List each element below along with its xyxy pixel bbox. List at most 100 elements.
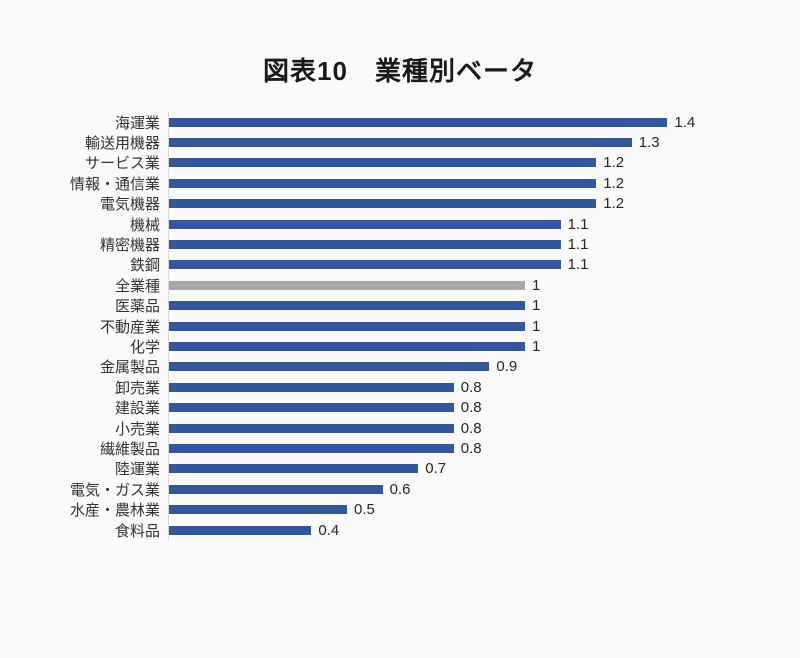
chart-row: 小売業 0.8 bbox=[0, 417, 800, 439]
chart-row: 金属製品 0.9 bbox=[0, 356, 800, 378]
bar-highlight bbox=[169, 280, 525, 290]
chart-row: 全業種 1 bbox=[0, 275, 800, 296]
category-label: 小売業 bbox=[114, 420, 160, 438]
value-label: 1.1 bbox=[567, 215, 589, 233]
bar-area: 0.7 bbox=[168, 458, 800, 480]
value-label: 1.4 bbox=[674, 113, 696, 131]
bar bbox=[169, 158, 597, 168]
bar bbox=[169, 362, 490, 372]
chart-row: 情報・通信業 1.2 bbox=[0, 173, 800, 194]
value-label: 0.8 bbox=[460, 378, 482, 396]
chart-row: 水産・農林業 0.5 bbox=[0, 499, 800, 520]
value-label: 1 bbox=[532, 297, 541, 315]
chart-row: 化学 1 bbox=[0, 336, 800, 357]
category-label: 化学 bbox=[129, 339, 160, 356]
category-label: 情報・通信業 bbox=[69, 175, 160, 193]
bar bbox=[169, 464, 419, 474]
category-label: 電気機器 bbox=[99, 196, 160, 214]
value-label: 1.2 bbox=[603, 195, 625, 213]
chart-row: 食料品 0.4 bbox=[0, 519, 800, 541]
value-label: 0.8 bbox=[460, 439, 482, 457]
bar-area: 0.8 bbox=[168, 397, 800, 418]
value-label: 1.2 bbox=[603, 174, 625, 192]
chart-row: 鉄鋼 1.1 bbox=[0, 254, 800, 276]
category-label: 海運業 bbox=[114, 114, 160, 132]
value-label: 1.3 bbox=[638, 134, 660, 152]
bar-area: 0.8 bbox=[168, 417, 800, 439]
chart-row: 建設業 0.8 bbox=[0, 397, 800, 418]
bar-area: 1 bbox=[168, 315, 800, 337]
bar bbox=[169, 219, 561, 229]
category-label: 全業種 bbox=[114, 277, 160, 295]
value-label: 0.6 bbox=[389, 480, 411, 498]
value-label: 0.8 bbox=[460, 399, 482, 417]
category-label: 機械 bbox=[129, 216, 160, 234]
bar bbox=[169, 484, 383, 494]
bar bbox=[169, 138, 632, 148]
value-label: 1 bbox=[532, 317, 541, 335]
category-label: 卸売業 bbox=[114, 379, 160, 397]
chart-row: 機械 1.1 bbox=[0, 213, 800, 235]
chart-row: 輸送用機器 1.3 bbox=[0, 132, 800, 153]
category-label: 医薬品 bbox=[114, 298, 160, 316]
bar-area: 1.2 bbox=[168, 152, 800, 174]
bar-area: 1.2 bbox=[168, 193, 800, 214]
value-label: 0.5 bbox=[354, 501, 375, 519]
category-label: 金属製品 bbox=[99, 359, 160, 377]
chart-row: 不動産業 1 bbox=[0, 315, 800, 337]
value-label: 1.1 bbox=[567, 256, 589, 274]
category-label: 水産・農林業 bbox=[69, 502, 160, 520]
bar-area: 1 bbox=[168, 336, 800, 357]
category-label: 不動産業 bbox=[99, 318, 160, 336]
bar-chart: 海運業 1.4 輸送用機器 1.3 サービス業 1.2 情報・通信業 1.2 電気機器 1.2 機械… bbox=[0, 112, 800, 541]
chart-row: 海運業 1.4 bbox=[0, 112, 800, 133]
category-label: 鉄鋼 bbox=[129, 257, 160, 275]
bar-area: 1 bbox=[168, 275, 800, 296]
chart-row: サービス業 1.2 bbox=[0, 152, 800, 174]
bar bbox=[169, 321, 525, 331]
chart-row: 陸運業 0.7 bbox=[0, 458, 800, 480]
chart-row: 電気機器 1.2 bbox=[0, 193, 800, 214]
bar bbox=[169, 178, 597, 188]
bar bbox=[169, 443, 454, 453]
bar-area: 0.9 bbox=[168, 356, 800, 378]
bar-area: 1.1 bbox=[168, 213, 800, 235]
value-label: 0.7 bbox=[425, 460, 447, 478]
bar bbox=[169, 341, 525, 351]
bar bbox=[169, 199, 597, 209]
bar bbox=[169, 301, 525, 311]
value-label: 1 bbox=[532, 276, 541, 294]
chart-row: 卸売業 0.8 bbox=[0, 377, 800, 398]
chart-row: 繊維製品 0.8 bbox=[0, 438, 800, 459]
bar bbox=[169, 525, 312, 535]
value-label: 0.8 bbox=[460, 419, 482, 437]
bar bbox=[169, 382, 454, 392]
category-label: サービス業 bbox=[84, 155, 160, 173]
bar bbox=[169, 240, 561, 250]
bar-area: 1.3 bbox=[168, 132, 800, 153]
value-label: 1.1 bbox=[567, 236, 589, 254]
bar-area: 0.5 bbox=[168, 499, 800, 520]
chart-row: 電気・ガス業 0.6 bbox=[0, 479, 800, 500]
bar-area: 1.2 bbox=[168, 173, 800, 194]
value-label: 1 bbox=[532, 337, 541, 355]
category-label: 繊維製品 bbox=[99, 440, 160, 458]
category-label: 陸運業 bbox=[114, 461, 160, 479]
bar-area: 1.1 bbox=[168, 254, 800, 276]
chart-row: 医薬品 1 bbox=[0, 295, 800, 316]
category-label: 精密機器 bbox=[99, 237, 160, 255]
bar bbox=[169, 505, 347, 515]
category-label: 食料品 bbox=[114, 522, 160, 540]
bar-area: 0.6 bbox=[168, 479, 800, 500]
bar bbox=[169, 260, 561, 270]
bar-area: 1.4 bbox=[168, 112, 800, 133]
bar bbox=[169, 117, 668, 127]
value-label: 1.2 bbox=[603, 154, 625, 172]
bar-area: 0.8 bbox=[168, 377, 800, 398]
category-label: 電気・ガス業 bbox=[69, 481, 160, 499]
chart-title: 図表10 業種別ベータ bbox=[263, 56, 537, 86]
category-label: 輸送用機器 bbox=[84, 135, 160, 153]
bar bbox=[169, 423, 454, 433]
category-label: 建設業 bbox=[114, 400, 160, 418]
bar-area: 0.4 bbox=[168, 519, 800, 541]
